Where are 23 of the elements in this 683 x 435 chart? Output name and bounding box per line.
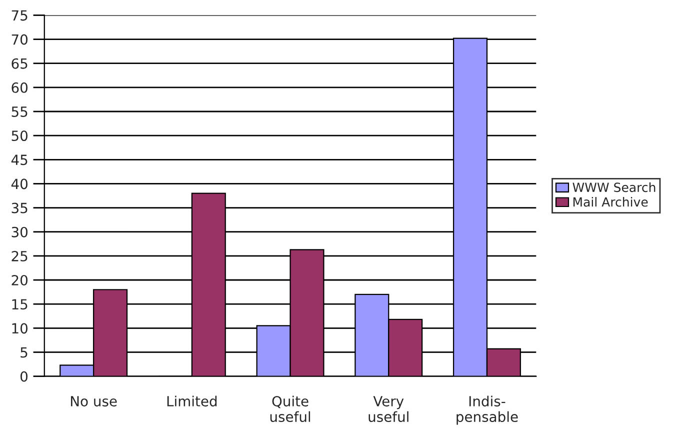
y-tick-label: 45	[11, 154, 28, 166]
y-tick-label: 5	[20, 347, 28, 358]
y-tick-label: 25	[12, 250, 28, 262]
x-tick-label: Indis- pensable	[456, 396, 518, 425]
y-tick-label: 0	[20, 371, 28, 382]
legend-label: Mail Archive	[573, 197, 648, 207]
y-tick-label: 10	[12, 323, 28, 334]
x-tick-label: Limited	[167, 396, 217, 406]
y-tick-label: 20	[12, 274, 28, 286]
y-tick-label: 60	[12, 82, 28, 93]
x-tick-label: Very useful	[368, 396, 408, 422]
x-tick-label: No use	[70, 396, 117, 406]
y-tick-label: 70	[12, 34, 28, 45]
y-tick-label: 55	[12, 106, 28, 117]
y-tick-label: 30	[12, 226, 28, 238]
y-tick-label: 40	[11, 178, 28, 190]
y-tick-label: 65	[12, 58, 28, 69]
y-tick-label: 15	[12, 299, 28, 310]
y-tick-label: 75	[12, 10, 28, 21]
x-tick-label: Quite useful	[270, 396, 310, 422]
y-tick-label: 50	[12, 130, 28, 142]
legend-label: WWW Search	[572, 182, 656, 192]
y-tick-label: 35	[12, 202, 28, 214]
